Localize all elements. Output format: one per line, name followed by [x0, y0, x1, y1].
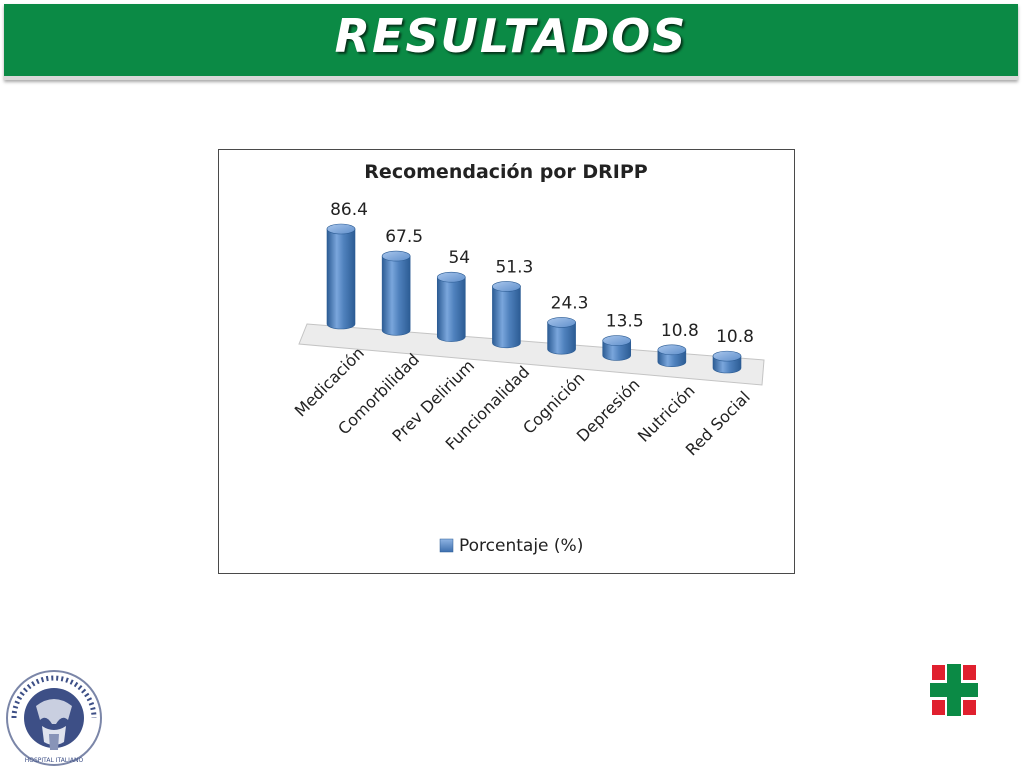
bar-4 — [492, 281, 521, 349]
bars-group — [326, 223, 742, 374]
data-label-3: 54 — [448, 248, 470, 268]
data-label-4: 51.3 — [495, 257, 533, 277]
bar-6 — [602, 335, 632, 361]
hospital-cross-logo — [930, 664, 978, 720]
data-label-8: 10.8 — [716, 327, 754, 347]
title-bar: RESULTADOS — [4, 4, 1018, 80]
bar-chart: Recomendación por DRIPP 86.4 67.5 54 51.3 24… — [291, 161, 765, 556]
bar-8 — [712, 350, 742, 374]
legend-swatch — [439, 538, 454, 553]
data-label-6: 13.5 — [606, 312, 644, 332]
bar-2 — [381, 250, 411, 336]
chart-frame: Recomendación por DRIPP 86.4 67.5 54 51.3 24… — [218, 149, 795, 574]
sector-rodilla-logo: HOSPITAL ITALIANO — [4, 668, 104, 772]
data-label-2: 67.5 — [385, 227, 423, 247]
category-label-7: Nutrición — [634, 381, 699, 446]
chart-title: Recomendación por DRIPP — [364, 161, 647, 183]
data-label-7: 10.8 — [661, 321, 699, 341]
bar-7 — [657, 344, 687, 367]
data-label-5: 24.3 — [551, 293, 589, 313]
bar-3 — [436, 271, 466, 342]
bar-1 — [326, 223, 356, 330]
bar-5 — [547, 317, 576, 355]
data-labels-group: 86.4 67.5 54 51.3 24.3 13.5 10.8 10.8 — [330, 200, 754, 347]
slide-title: RESULTADOS — [334, 9, 688, 63]
svg-text:HOSPITAL ITALIANO: HOSPITAL ITALIANO — [25, 757, 84, 764]
legend-label: Porcentaje (%) — [459, 536, 583, 556]
data-label-1: 86.4 — [330, 200, 368, 220]
